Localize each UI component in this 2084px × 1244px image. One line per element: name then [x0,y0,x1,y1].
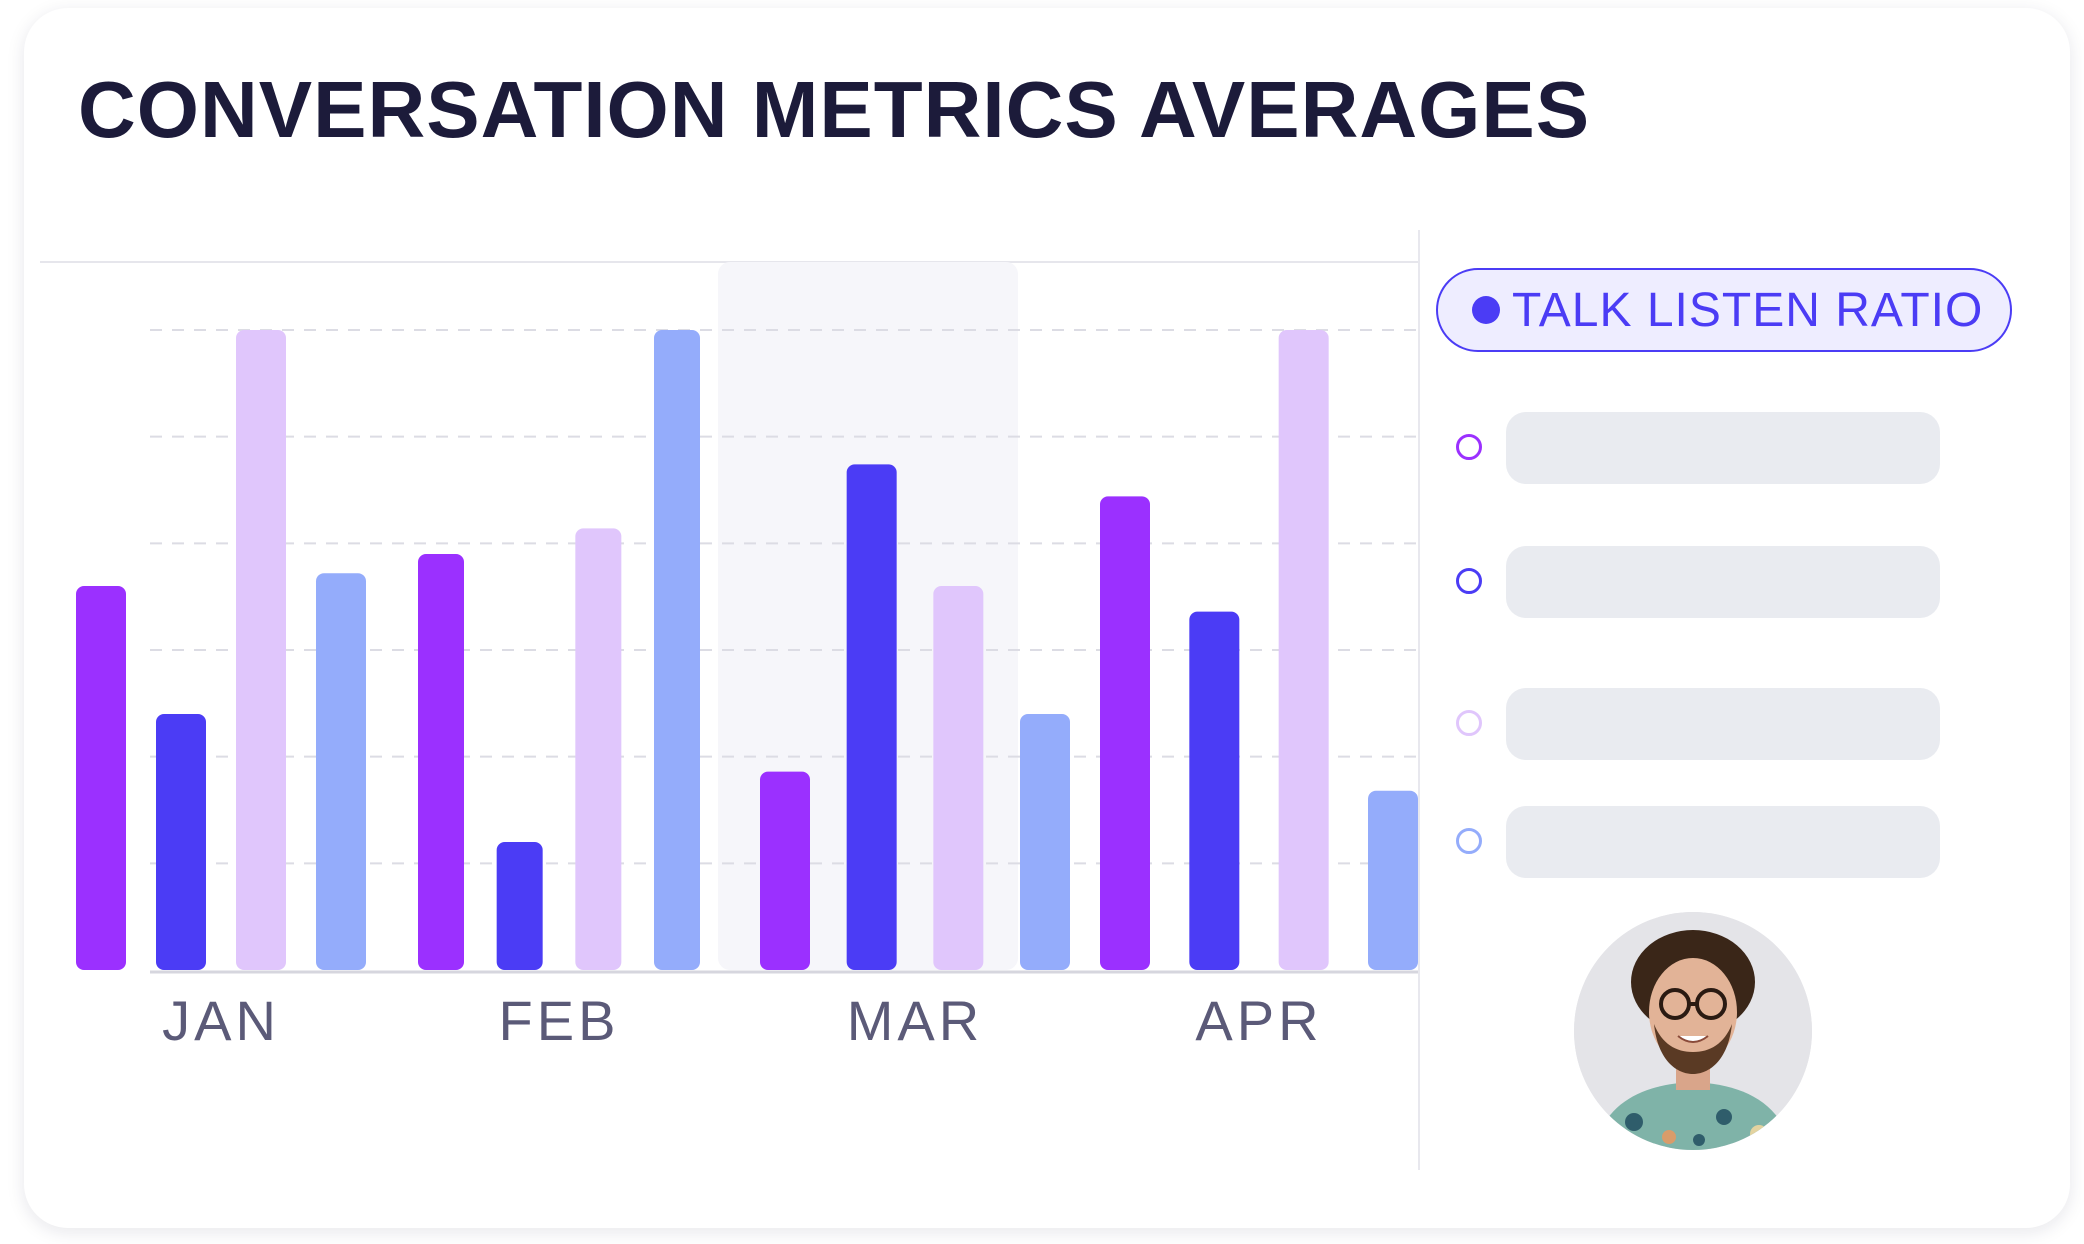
bar-mar-3[interactable] [933,586,984,970]
radio-ring-icon [1456,434,1482,460]
legend-placeholder-bar [1506,412,1940,484]
bar-apr-2[interactable] [1189,611,1240,970]
legend-placeholder-bar [1506,688,1940,760]
x-tick-label-mar: MAR [847,989,983,1052]
legend-item-3[interactable] [1456,688,2036,760]
bar-mar-4[interactable] [1020,714,1070,970]
bar-feb-1[interactable] [418,554,464,970]
legend-active-label: TALK LISTEN RATIO [1512,283,1984,337]
radio-ring-icon [1456,568,1482,594]
radio-ring-icon [1456,828,1482,854]
legend-placeholder-bar [1506,806,1940,878]
bar-jan-3[interactable] [236,330,286,970]
bar-mar-2[interactable] [846,464,897,970]
person-photo-icon [1574,912,1812,1150]
x-tick-label-jan: JAN [162,989,280,1052]
legend-item-4[interactable] [1456,806,2036,878]
legend-item-talk-listen-ratio[interactable]: TALK LISTEN RATIO [1436,268,2012,352]
chart-title: CONVERSATION METRICS AVERAGES [78,65,1591,154]
x-tick-label-apr: APR [1195,989,1322,1052]
active-dot-icon [1472,296,1500,324]
bar-feb-4[interactable] [654,330,700,970]
legend-placeholder-bar [1506,546,1940,618]
radio-ring-icon [1456,710,1482,736]
bar-jan-1[interactable] [76,586,126,970]
legend-item-1[interactable] [1456,412,2036,484]
bar-apr-4[interactable] [1368,790,1418,970]
panel-divider [1418,230,1420,1170]
user-avatar [1574,912,1812,1150]
bar-mar-1[interactable] [760,771,810,970]
bar-jan-2[interactable] [156,714,206,970]
bar-apr-3[interactable] [1278,330,1329,970]
legend-item-2[interactable] [1456,546,2036,618]
bar-feb-2[interactable] [496,842,543,970]
x-tick-label-feb: FEB [499,989,620,1052]
bar-jan-4[interactable] [316,573,366,970]
bar-apr-1[interactable] [1100,496,1150,970]
bar-feb-3[interactable] [575,528,622,970]
bar-chart: JAN FEB MAR APR [40,261,1418,1052]
